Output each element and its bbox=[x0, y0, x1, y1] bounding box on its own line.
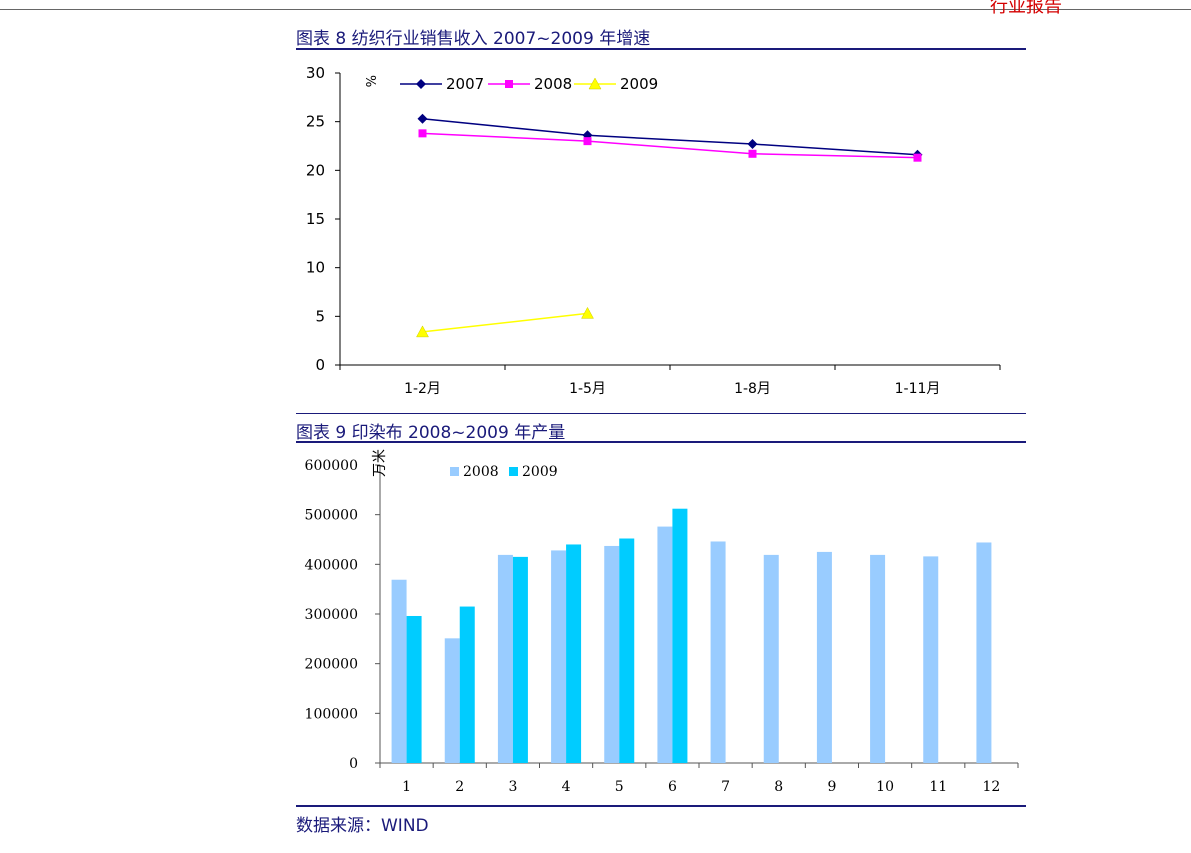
chart2-bar-2008-7 bbox=[710, 541, 726, 763]
chart2-bar-2009-5 bbox=[619, 538, 635, 763]
chart1-series-line-2009 bbox=[422, 312, 588, 333]
chart1-y-tick-label: 5 bbox=[315, 307, 325, 325]
chart2-x-tick-label: 6 bbox=[668, 779, 677, 795]
chart2-bar-2008-6 bbox=[657, 526, 673, 763]
chart1-y-tick-label: 25 bbox=[306, 113, 325, 131]
chart1-x-tick-label: 1-11月 bbox=[895, 381, 941, 397]
chart2-legend-label-2009: 2009 bbox=[522, 464, 558, 480]
chart1-legend-label-2007: 2007 bbox=[446, 75, 484, 93]
chart2-y-tick-label: 0 bbox=[349, 756, 358, 772]
chart2-bar-2008-1 bbox=[391, 579, 407, 763]
chart2-x-tick-label: 11 bbox=[929, 779, 947, 795]
chart1-series-line-2007 bbox=[422, 118, 918, 156]
chart2-x-tick-label: 8 bbox=[774, 779, 783, 795]
chart2-bar-2009-3 bbox=[512, 556, 528, 763]
top-rule bbox=[0, 9, 1191, 10]
chart1-point-2008 bbox=[913, 153, 922, 162]
chart2-bar-2009-4 bbox=[566, 544, 582, 763]
chart2-bar-2008-5 bbox=[604, 545, 620, 763]
chart2-x-tick-label: 10 bbox=[876, 779, 894, 795]
chart2-legend-label-2008: 2008 bbox=[463, 464, 499, 480]
chart1-legend-label-2008: 2008 bbox=[534, 75, 572, 93]
chart2-y-tick-label: 400000 bbox=[305, 557, 358, 573]
chart2-y-tick-label: 500000 bbox=[305, 508, 358, 524]
chart1-point-2007 bbox=[747, 139, 758, 150]
chart1-point-2008 bbox=[418, 129, 427, 138]
chart2-bar-2008-10 bbox=[870, 554, 886, 763]
chart2-bar-2008-8 bbox=[763, 554, 779, 763]
chart2-title: 图表 9 印染布 2008~2009 年产量 bbox=[296, 423, 566, 443]
chart1-y-tick-label: 30 bbox=[306, 64, 325, 82]
chart2-bar-2008-12 bbox=[976, 542, 992, 763]
chart2-title-rule bbox=[296, 441, 1026, 443]
chart1-point-2007 bbox=[417, 113, 428, 124]
chart1-y-tick-label: 10 bbox=[306, 259, 325, 277]
chart2-bar-2008-4 bbox=[551, 550, 567, 763]
chart2-bar-2009-2 bbox=[459, 606, 475, 763]
source-note: 数据来源：WIND bbox=[296, 816, 429, 836]
chart2-x-tick-label: 12 bbox=[983, 779, 1001, 795]
chart1-x-tick-label: 1-2月 bbox=[404, 381, 441, 397]
chart2-y-unit: 万米 bbox=[372, 449, 388, 477]
chart1-point-2008 bbox=[583, 137, 592, 146]
chart2-y-tick-label: 600000 bbox=[305, 458, 358, 474]
chart1-y-unit: % bbox=[362, 75, 377, 87]
chart1-y-tick-label: 20 bbox=[306, 161, 325, 179]
chart2-x-tick-label: 2 bbox=[455, 779, 464, 795]
chart1-point-2009 bbox=[416, 325, 429, 338]
chart1-legend-marker-2009 bbox=[588, 77, 602, 90]
chart2-x-tick-label: 5 bbox=[615, 779, 624, 795]
chart1-x-tick-label: 1-5月 bbox=[569, 381, 606, 397]
header-brand: 行业报告 bbox=[990, 0, 1062, 17]
chart2-y-tick-label: 100000 bbox=[305, 706, 358, 722]
chart1-point-2008 bbox=[748, 149, 757, 158]
chart1-y-tick-label: 0 bbox=[315, 356, 325, 374]
chart1-legend-marker-2007 bbox=[416, 79, 426, 89]
chart2-x-tick-label: 7 bbox=[721, 779, 730, 795]
chart1-series-line-2008 bbox=[422, 132, 918, 159]
chart2-bar-2009-6 bbox=[672, 508, 688, 763]
chart2-bar-2008-9 bbox=[816, 551, 832, 763]
chart2-x-tick-label: 3 bbox=[508, 779, 517, 795]
chart1-line-chart: 0 5 10 15 20 25 30 1-2月 1-5月 1-8月 1-11月% 2007 2008 20… bbox=[306, 64, 1001, 397]
chart2-legend-swatch-2008 bbox=[450, 467, 459, 476]
source-rule bbox=[296, 805, 1026, 807]
chart1-title: 图表 8 纺织行业销售收入 2007~2009 年增速 bbox=[296, 29, 651, 49]
chart2-bar-2008-2 bbox=[444, 638, 460, 763]
chart1-legend-label-2009: 2009 bbox=[620, 75, 658, 93]
chart2-x-tick-label: 4 bbox=[562, 779, 571, 795]
chart1-legend-marker-2008 bbox=[505, 80, 513, 88]
chart2-bar-2009-1 bbox=[406, 615, 422, 763]
chart2-x-tick-label: 9 bbox=[827, 779, 836, 795]
chart1-point-2009 bbox=[581, 306, 594, 319]
chart2-x-tick-label: 1 bbox=[402, 779, 411, 795]
chart2-y-tick-label: 200000 bbox=[305, 657, 358, 673]
chart2-top-rule bbox=[296, 413, 1026, 414]
chart1-y-tick-label: 15 bbox=[306, 210, 325, 228]
chart2-y-tick-label: 300000 bbox=[305, 607, 358, 623]
chart1-title-rule bbox=[296, 48, 1026, 50]
chart2-bar-2008-11 bbox=[923, 556, 939, 763]
chart2-legend-swatch-2009 bbox=[509, 467, 518, 476]
chart1-x-tick-label: 1-8月 bbox=[734, 381, 771, 397]
chart2-bar-2008-3 bbox=[497, 554, 513, 763]
